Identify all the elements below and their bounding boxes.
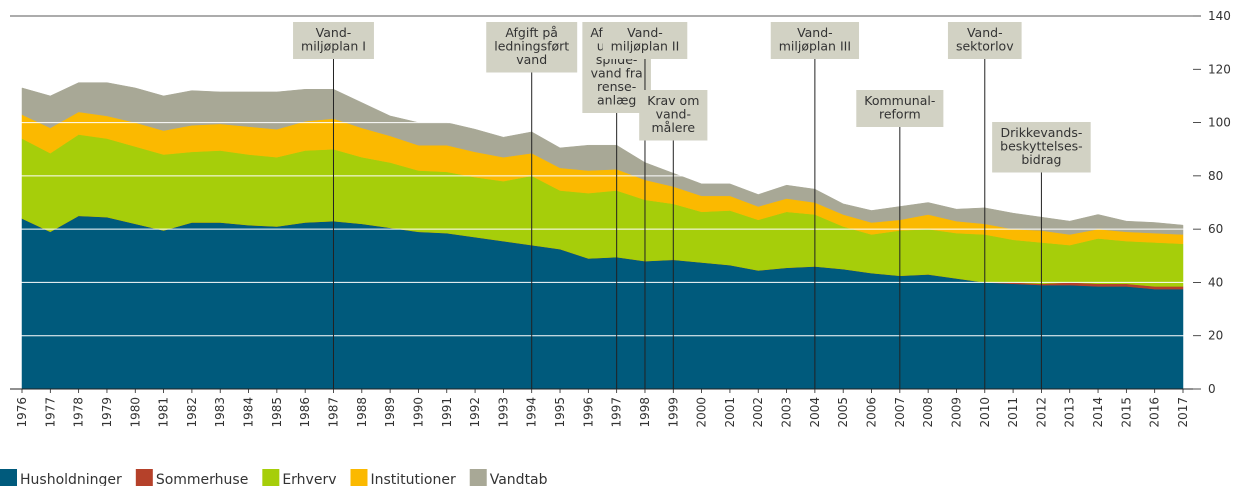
x-tick-label: 2006 [865,397,879,428]
x-tick-label: 1997 [610,397,624,428]
x-tick-label: 2017 [1176,397,1190,428]
legend-swatch [135,469,153,486]
annotation-text: vand fra [591,66,643,81]
x-tick-label: 1989 [383,397,397,428]
x-tick-label: 1976 [15,397,29,428]
annotation-text: bidrag [1021,152,1061,167]
annotation-text: sektorlov [956,39,1014,54]
legend-label: Husholdninger [20,472,122,486]
x-tick-label: 2016 [1148,397,1162,428]
y-tick-label: 0 [1208,382,1216,396]
legend-swatch [0,469,17,486]
annotation-box [947,22,1022,59]
x-tick-label: 1998 [638,397,652,428]
x-tick-label: 1980 [128,397,142,428]
annotation-box [486,22,578,73]
annotation-text: vand [516,52,547,67]
x-tick-label: 1985 [270,397,284,428]
annotation-text: Vand- [967,25,1003,40]
annotation-text: rense- [597,79,636,94]
x-tick-label: 2001 [723,397,737,428]
x-tick-label: 2012 [1034,397,1048,428]
x-tick-label: 1990 [411,397,425,428]
x-tick-label: 1981 [157,397,171,428]
annotation: Vand-sektorlov [947,22,1022,389]
y-tick-label: 100 [1208,116,1231,130]
annotation-text: Vand- [316,25,352,40]
y-tick-label: 20 [1208,329,1223,343]
annotation: Vand-miljøplan I [293,22,374,389]
x-tick-label: 1984 [242,397,256,428]
x-tick-label: 2002 [751,397,765,428]
legend-label: Vandtab [490,472,548,486]
annotation-text: anlæg [597,93,636,108]
x-tick-label: 1978 [72,397,86,428]
annotation-text: Kommunal- [864,93,935,108]
x-tick-label: 2014 [1091,397,1105,428]
annotation-text: vand- [656,107,691,122]
legend-swatch [262,469,280,486]
x-tick-label: 2004 [808,397,822,428]
annotation-text: Afgift på [505,25,558,40]
annotation-box [293,22,374,59]
x-tick-label: 2003 [780,397,794,428]
x-tick-label: 1995 [553,397,567,428]
x-tick-label: 2000 [695,397,709,428]
y-tick-label: 120 [1208,62,1231,76]
annotation-box [992,122,1091,173]
annotation-text: Drikkevands- [1000,125,1082,140]
x-tick-label: 1983 [213,397,227,428]
x-tick-label: 1994 [525,397,539,428]
annotation-box [770,22,860,59]
annotation-box [856,90,944,127]
x-tick-label: 1991 [440,397,454,428]
y-tick-label: 60 [1208,222,1223,236]
x-tick-label: 1982 [185,397,199,428]
annotation: Kommunal-reform [856,90,944,389]
legend-label: Institutioner [371,472,456,486]
y-tick-label: 80 [1208,169,1223,183]
annotation-text: miljøplan III [779,39,851,54]
x-tick-label: 1979 [100,397,114,428]
annotation: Vand-miljøplan III [770,22,860,389]
y-tick-label: 140 [1208,9,1231,23]
y-tick-label: 40 [1208,275,1223,289]
annotation: Drikkevands-beskyttelses-bidrag [992,122,1091,389]
x-tick-label: 2008 [921,397,935,428]
annotation-text: reform [879,107,921,122]
x-tick-label: 2009 [949,397,963,428]
legend-label: Sommerhuse [156,472,249,486]
x-tick-label: 1996 [581,397,595,428]
x-tick-label: 2007 [893,397,907,428]
x-tick-label: 2011 [1006,397,1020,428]
annotation-text: Vand- [797,25,833,40]
annotation-box [639,90,708,141]
annotation-text: miljøplan I [301,39,366,54]
x-tick-label: 1988 [355,397,369,428]
annotation-box [602,22,688,59]
annotation-text: målere [652,120,696,135]
x-tick-label: 2005 [836,397,850,428]
annotation-text: beskyttelses- [1000,139,1083,154]
x-tick-label: 1987 [326,397,340,428]
legend-swatch [350,469,368,486]
annotation: Vand-miljøplan II [602,22,688,389]
x-tick-label: 2010 [978,397,992,428]
legend-swatch [469,469,487,486]
x-tick-label: 2013 [1063,397,1077,428]
x-tick-label: 1992 [468,397,482,428]
x-tick-label: 1977 [43,397,57,428]
annotation-text: miljøplan II [611,39,680,54]
annotation-text: ledningsført [494,39,569,54]
x-tick-label: 1993 [496,397,510,428]
legend-label: Erhverv [282,472,336,486]
annotation-text: Vand- [627,25,663,40]
x-tick-label: 1986 [298,397,312,428]
annotation-text: Krav om [647,93,699,108]
x-tick-label: 2015 [1119,397,1133,428]
x-tick-label: 1999 [666,397,680,428]
